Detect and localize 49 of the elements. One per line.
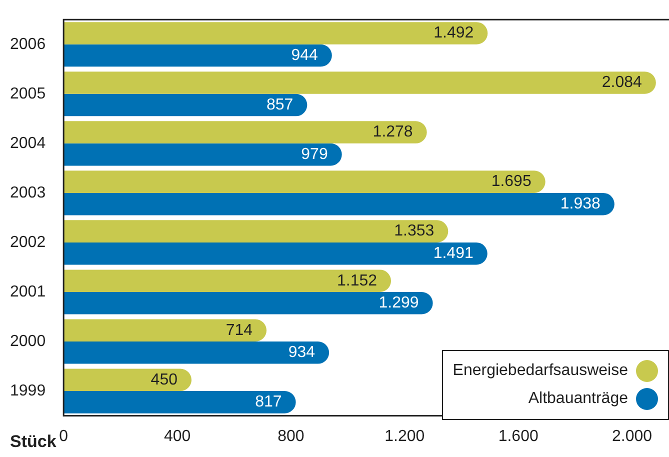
x-tick-label: 1.600 [498, 428, 538, 445]
y-tick-label: 1999 [10, 382, 46, 400]
data-label: 1.491 [433, 245, 474, 262]
y-tick-label: 2001 [10, 283, 46, 300]
x-tick-label: 2.000 [612, 428, 652, 445]
bar [64, 270, 392, 292]
x-tick-label: 800 [278, 428, 304, 445]
data-label: 979 [301, 146, 328, 163]
bar [64, 319, 267, 342]
bar [64, 292, 433, 314]
y-tick-label: 2002 [10, 234, 46, 251]
data-label: 944 [291, 46, 318, 64]
data-label: 1.152 [336, 272, 378, 290]
x-axis-title: Stück [10, 432, 56, 452]
x-tick-label: 1.200 [384, 428, 425, 445]
bar [64, 121, 427, 144]
bar [64, 72, 656, 94]
bar [64, 44, 332, 67]
bar [64, 368, 192, 392]
data-label: 934 [288, 344, 316, 362]
bar [64, 342, 330, 364]
data-label: 857 [266, 96, 294, 114]
y-tick-label: 2005 [10, 85, 46, 102]
bar [64, 242, 488, 265]
data-label: 1.938 [560, 195, 601, 212]
bar [64, 220, 448, 242]
data-label: 714 [226, 322, 253, 339]
data-label: 1.353 [394, 222, 434, 240]
data-label: 1.278 [372, 124, 413, 141]
bar [64, 192, 614, 216]
bar [64, 22, 488, 44]
data-label: 1.492 [434, 24, 474, 42]
data-label: 1.299 [378, 294, 419, 312]
y-tick-label: 2006 [10, 36, 46, 53]
bar [64, 143, 342, 166]
data-label: 450 [150, 371, 178, 388]
legend-label: Altbauanträge [528, 390, 628, 407]
data-label: 2.084 [602, 74, 642, 92]
bar [64, 170, 546, 193]
y-tick-label: 2000 [10, 332, 46, 350]
x-tick-label: 400 [164, 428, 191, 445]
y-tick-label: 2003 [10, 184, 46, 202]
bar [64, 94, 308, 116]
legend-label: Energiebedarfsausweise [452, 362, 628, 379]
data-label: 1.695 [491, 173, 532, 190]
data-label: 817 [255, 394, 282, 411]
bar [64, 391, 296, 414]
y-tick-label: 2004 [10, 134, 46, 152]
x-tick-label: 0 [59, 428, 68, 445]
